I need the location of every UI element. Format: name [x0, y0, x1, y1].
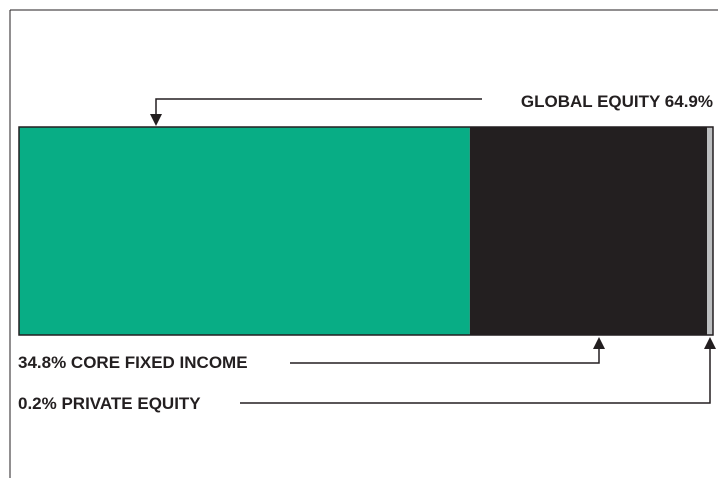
leader-private-equity — [240, 348, 711, 404]
segment-private-equity — [707, 127, 713, 335]
segment-core-fixed-income — [469, 127, 707, 335]
arrow-private-equity — [704, 337, 716, 349]
bar-outline — [18, 126, 714, 336]
leader-lines — [150, 98, 716, 404]
segment-global-equity — [19, 127, 470, 335]
label-core-fixed-income: 34.8% CORE FIXED INCOME — [18, 353, 248, 372]
arrow-core-fixed-income — [593, 337, 605, 349]
leader-core-fixed-income — [290, 348, 600, 364]
label-global-equity: GLOBAL EQUITY 64.9% — [521, 92, 713, 111]
label-private-equity: 0.2% PRIVATE EQUITY — [18, 394, 201, 413]
stacked-bar — [18, 126, 714, 336]
leader-global-equity — [155, 98, 482, 115]
arrow-global-equity — [150, 114, 162, 126]
